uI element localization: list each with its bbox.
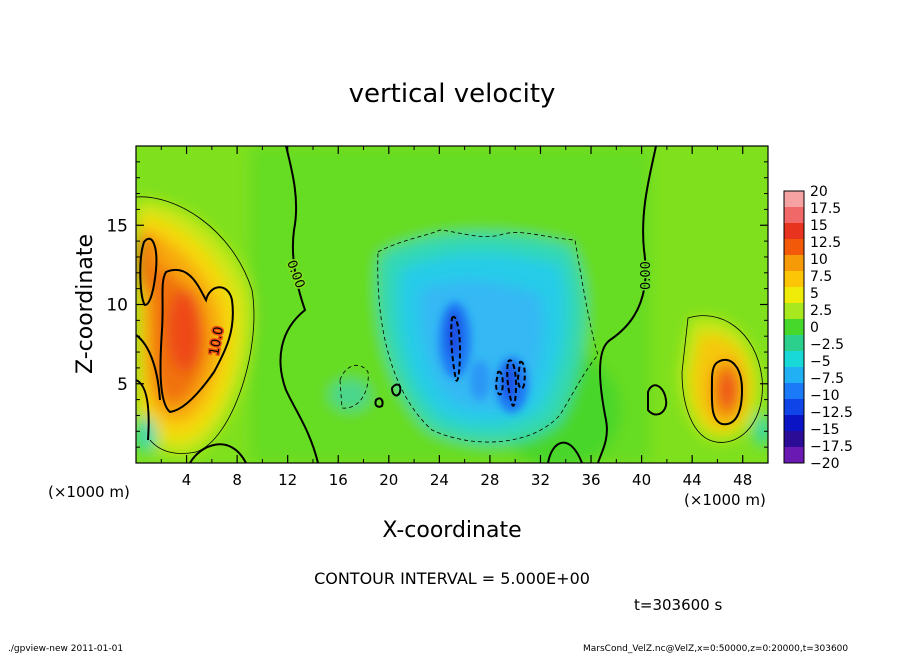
y-tick-label: 15 xyxy=(106,216,128,236)
x-tick-label: 4 xyxy=(182,471,192,489)
colorbar-label: −5 xyxy=(810,354,831,370)
colorbar-swatch xyxy=(784,255,804,272)
colorbar-swatch xyxy=(784,239,804,256)
colorbar-label: 17.5 xyxy=(810,201,841,217)
y-axis-label: Z-coordinate xyxy=(73,234,98,374)
footer-left: ./gpview-new 2011-01-01 xyxy=(8,644,123,654)
time-label: t=303600 s xyxy=(634,596,722,614)
colorbar: 2017.51512.5107.552.50−2.5−5−7.5−10−12.5… xyxy=(783,184,853,472)
colorbar-label: 12.5 xyxy=(810,235,841,251)
chart-title: vertical velocity xyxy=(349,79,556,109)
colorbar-swatch xyxy=(784,383,804,400)
x-tick-label: 24 xyxy=(430,471,449,489)
colorbar-swatch xyxy=(784,447,804,464)
x-tick-label: 32 xyxy=(531,471,550,489)
x-tick-label: 40 xyxy=(632,471,651,489)
x-tick-label: 36 xyxy=(581,471,600,489)
x-unit-right: (×1000 m) xyxy=(684,491,766,509)
colorbar-label: −2.5 xyxy=(810,337,844,353)
contour-label: 10.0 xyxy=(207,326,227,357)
x-tick-label: 44 xyxy=(683,471,702,489)
colorbar-swatch xyxy=(784,335,804,352)
colorbar-label: −12.5 xyxy=(810,405,853,421)
contour-label: 0.00 xyxy=(639,261,654,290)
colorbar-swatch xyxy=(784,351,804,368)
colorbar-swatch xyxy=(784,287,804,304)
colorbar-swatch xyxy=(784,319,804,336)
colorbar-label: −20 xyxy=(810,456,840,472)
colorbar-label: −10 xyxy=(810,388,840,404)
x-unit-left: (×1000 m) xyxy=(48,483,130,501)
y-tick-label: 10 xyxy=(106,296,128,316)
x-tick-label: 12 xyxy=(278,471,297,489)
y-axis: 5 10 15 xyxy=(106,161,768,448)
x-tick-label: 48 xyxy=(733,471,752,489)
colorbar-swatch xyxy=(784,399,804,416)
colorbar-label: −17.5 xyxy=(810,439,853,455)
colorbar-label: 15 xyxy=(810,218,828,234)
x-axis-label: X-coordinate xyxy=(382,518,521,543)
colorbar-swatch xyxy=(784,271,804,288)
colorbar-label: 0 xyxy=(810,320,819,336)
contour-interval: CONTOUR INTERVAL = 5.000E+00 xyxy=(314,569,590,588)
colorbar-label: 20 xyxy=(810,184,828,200)
colorbar-swatch xyxy=(784,367,804,384)
x-tick-label: 28 xyxy=(480,471,499,489)
colorbar-frame xyxy=(783,190,805,464)
heatmap-field: 0.00 0.00 10.0 xyxy=(136,146,768,463)
footer-right: MarsCond_VelZ.nc@VelZ,x=0:50000,z=0:2000… xyxy=(583,644,848,654)
colorbar-swatch xyxy=(784,431,804,448)
x-axis: 4 8 12 16 20 24 28 32 36 40 44 48 xyxy=(160,146,752,489)
colorbar-label: 7.5 xyxy=(810,269,832,285)
x-tick-label: 16 xyxy=(329,471,348,489)
colorbar-label: −15 xyxy=(810,422,840,438)
colorbar-label: 10 xyxy=(810,252,828,268)
colorbar-label: −7.5 xyxy=(810,371,844,387)
colorbar-label: 5 xyxy=(810,286,819,302)
colorbar-label: 2.5 xyxy=(810,303,832,319)
y-tick-label: 5 xyxy=(117,375,128,395)
colorbar-swatch xyxy=(784,191,804,208)
colorbar-swatch xyxy=(784,223,804,240)
x-tick-label: 8 xyxy=(232,471,242,489)
colorbar-swatch xyxy=(784,303,804,320)
colorbar-swatch xyxy=(784,415,804,432)
x-tick-label: 20 xyxy=(379,471,398,489)
colorbar-swatch xyxy=(784,207,804,224)
